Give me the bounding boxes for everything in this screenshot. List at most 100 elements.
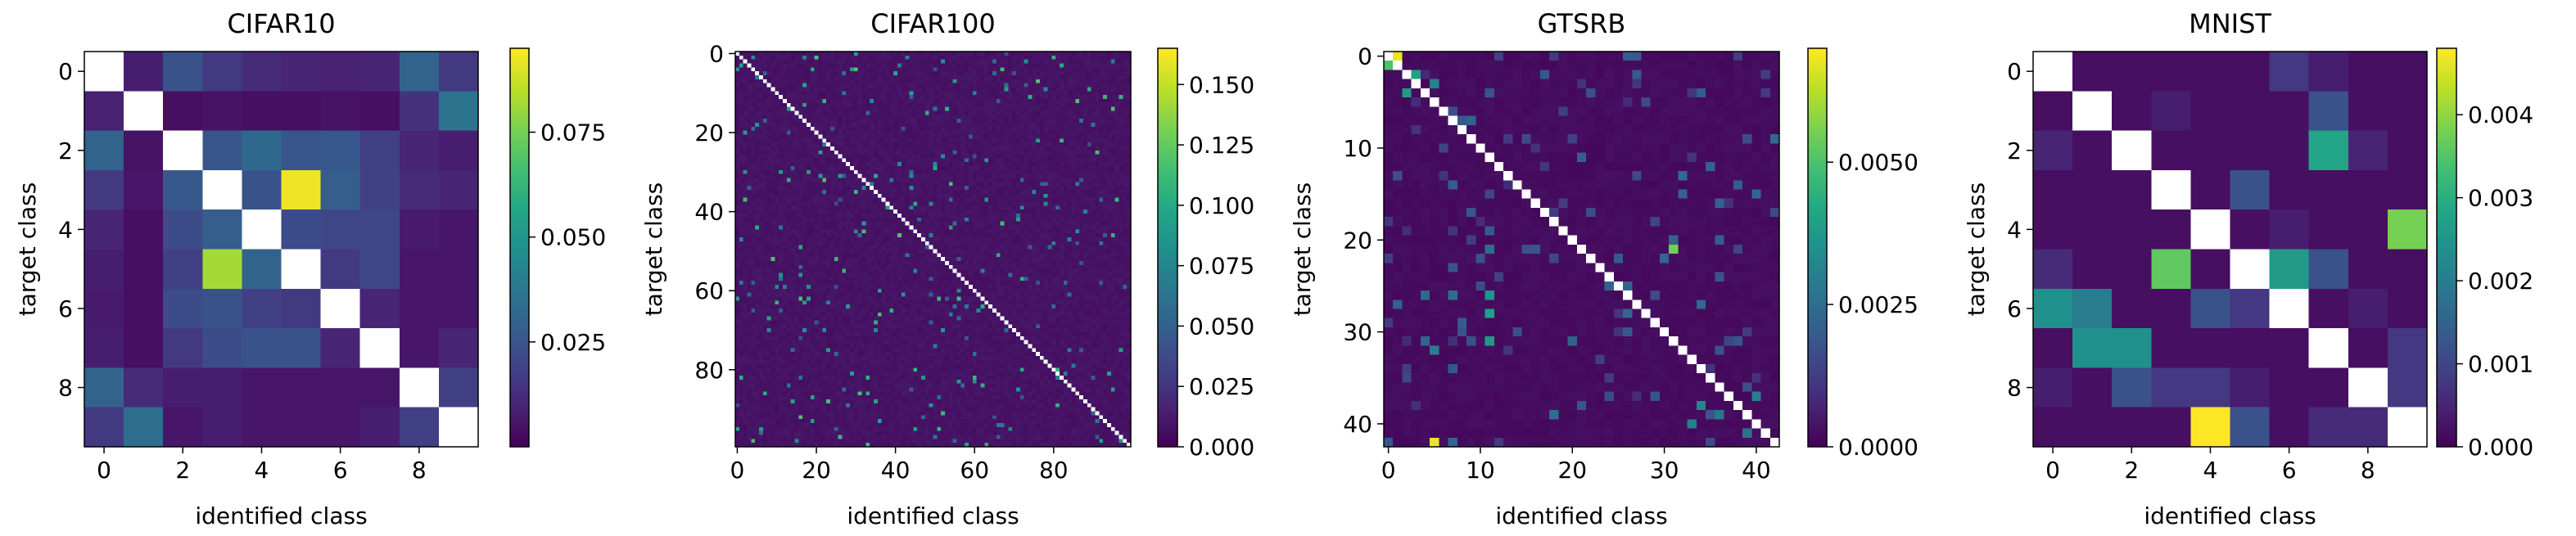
heatmap-cell — [996, 190, 1001, 195]
heatmap-cell — [771, 158, 775, 163]
heatmap-cell — [984, 142, 989, 147]
heatmap-cell — [320, 249, 361, 290]
heatmap-cell — [1024, 142, 1029, 147]
heatmap-cell — [1043, 225, 1049, 230]
heatmap-cell — [850, 150, 855, 155]
heatmap-cell — [1095, 102, 1100, 108]
heatmap-cell — [857, 67, 863, 72]
heatmap-cell — [984, 122, 989, 128]
heatmap-cell — [917, 63, 922, 68]
heatmap-cell — [1083, 102, 1088, 108]
heatmap-cell — [909, 158, 914, 163]
heatmap-cell — [1047, 166, 1052, 171]
heatmap-cell — [1114, 95, 1120, 100]
heatmap-cell — [846, 154, 851, 160]
heatmap-cell — [1028, 110, 1033, 115]
heatmap-cell — [956, 122, 961, 128]
heatmap-cell — [1103, 83, 1108, 88]
heatmap-cell — [1091, 197, 1096, 203]
heatmap-cell — [829, 233, 835, 238]
heatmap-cell — [941, 169, 946, 175]
heatmap-cell — [865, 95, 870, 100]
heatmap-cell — [755, 79, 760, 84]
colorbar-step — [510, 380, 529, 385]
heatmap-cell — [984, 225, 989, 230]
heatmap-cell — [438, 130, 479, 171]
heatmap-cell — [972, 98, 978, 104]
heatmap-cell — [739, 71, 744, 76]
heatmap-cell — [775, 158, 780, 163]
heatmap-cell — [921, 186, 926, 191]
heatmap-cell — [905, 158, 911, 163]
heatmap-cell — [1047, 214, 1052, 218]
heatmap-cell — [874, 87, 879, 92]
heatmap-cell — [747, 233, 752, 238]
heatmap-cell — [929, 178, 934, 182]
heatmap-cell — [758, 233, 764, 238]
colorbar-step — [510, 234, 529, 238]
heatmap-cell — [952, 182, 958, 187]
heatmap-cell — [1032, 186, 1037, 191]
heatmap-cell — [1123, 201, 1128, 206]
heatmap-cell — [941, 214, 946, 218]
heatmap-cell — [877, 106, 883, 112]
diagonal-cell — [762, 79, 768, 84]
heatmap-cell — [786, 59, 792, 65]
heatmap-cell — [853, 91, 859, 96]
heatmap-cell — [771, 95, 775, 100]
heatmap-cell — [1047, 217, 1052, 223]
heatmap-cell — [889, 190, 894, 195]
heatmap-cell — [865, 217, 870, 223]
heatmap-cell — [1123, 197, 1128, 203]
heatmap-cell — [762, 142, 768, 147]
heatmap-cell — [747, 79, 752, 84]
heatmap-cell — [968, 52, 974, 56]
heatmap-cell — [968, 126, 974, 132]
heatmap-cell — [905, 190, 911, 195]
heatmap-cell — [909, 52, 914, 56]
heatmap-cell — [941, 221, 946, 227]
heatmap-cell — [956, 55, 961, 61]
heatmap-cell — [1019, 142, 1025, 147]
heatmap-cell — [897, 225, 902, 230]
heatmap-cell — [909, 79, 914, 84]
heatmap-cell — [889, 197, 894, 203]
heatmap-cell — [988, 91, 993, 96]
heatmap-cell — [933, 214, 938, 218]
heatmap-cell — [1019, 166, 1025, 171]
heatmap-cell — [909, 190, 914, 195]
heatmap-cell — [806, 110, 811, 115]
heatmap-cell — [1036, 71, 1041, 76]
heatmap-cell — [881, 83, 887, 88]
heatmap-cell — [84, 169, 124, 210]
heatmap-cell — [877, 95, 883, 100]
heatmap-cell — [1071, 63, 1076, 68]
heatmap-cell — [1099, 63, 1104, 68]
heatmap-cell — [1075, 178, 1080, 182]
heatmap-cell — [806, 217, 811, 223]
heatmap-cell — [1004, 130, 1009, 136]
heatmap-cell — [929, 193, 934, 199]
heatmap-cell — [944, 63, 950, 68]
heatmap-cell — [1060, 182, 1064, 187]
heatmap-cell — [1039, 214, 1045, 218]
heatmap-cell — [972, 162, 978, 167]
heatmap-cell — [1071, 106, 1076, 112]
heatmap-cell — [771, 67, 775, 72]
heatmap-cell — [743, 126, 748, 132]
heatmap-cell — [877, 221, 883, 227]
heatmap-cell — [842, 55, 847, 61]
heatmap-cell — [1008, 150, 1013, 155]
heatmap-cell — [905, 102, 911, 108]
heatmap-cell — [1123, 154, 1128, 160]
heatmap-cell — [1071, 182, 1076, 187]
heatmap-cell — [1114, 130, 1120, 136]
heatmap-cell — [735, 178, 740, 182]
heatmap-cell — [1008, 115, 1013, 119]
heatmap-cell — [1055, 233, 1060, 238]
heatmap-cell — [1012, 146, 1017, 151]
heatmap-cell — [1051, 209, 1056, 214]
heatmap-cell — [1055, 110, 1060, 115]
heatmap-cell — [818, 122, 823, 128]
heatmap-cell — [1107, 158, 1112, 163]
